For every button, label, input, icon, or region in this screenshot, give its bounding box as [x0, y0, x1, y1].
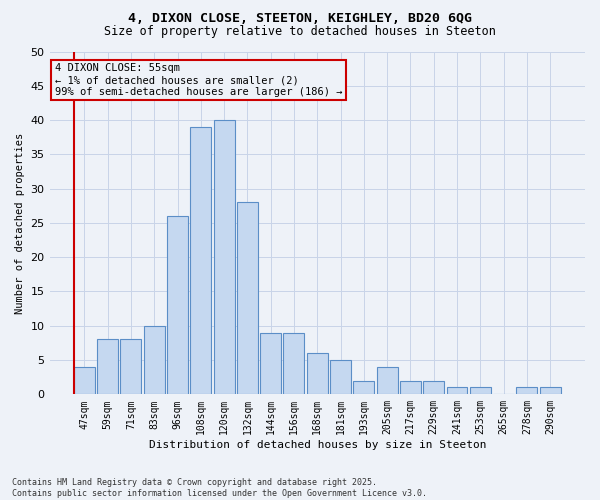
X-axis label: Distribution of detached houses by size in Steeton: Distribution of detached houses by size …	[149, 440, 486, 450]
Text: 4, DIXON CLOSE, STEETON, KEIGHLEY, BD20 6QG: 4, DIXON CLOSE, STEETON, KEIGHLEY, BD20 …	[128, 12, 472, 26]
Bar	[74, 367, 95, 394]
Bar	[190, 127, 211, 394]
Bar	[446, 388, 467, 394]
Bar	[283, 332, 304, 394]
Bar	[121, 340, 142, 394]
Bar	[377, 367, 398, 394]
Bar	[144, 326, 165, 394]
Text: Contains HM Land Registry data © Crown copyright and database right 2025.
Contai: Contains HM Land Registry data © Crown c…	[12, 478, 427, 498]
Bar	[167, 216, 188, 394]
Y-axis label: Number of detached properties: Number of detached properties	[15, 132, 25, 314]
Bar	[423, 380, 444, 394]
Bar	[97, 340, 118, 394]
Bar	[539, 388, 560, 394]
Bar	[470, 388, 491, 394]
Bar	[330, 360, 351, 394]
Bar	[400, 380, 421, 394]
Bar	[353, 380, 374, 394]
Bar	[517, 388, 538, 394]
Text: 4 DIXON CLOSE: 55sqm
← 1% of detached houses are smaller (2)
99% of semi-detache: 4 DIXON CLOSE: 55sqm ← 1% of detached ho…	[55, 64, 343, 96]
Bar	[214, 120, 235, 394]
Text: Size of property relative to detached houses in Steeton: Size of property relative to detached ho…	[104, 25, 496, 38]
Bar	[237, 202, 258, 394]
Bar	[307, 353, 328, 395]
Bar	[260, 332, 281, 394]
